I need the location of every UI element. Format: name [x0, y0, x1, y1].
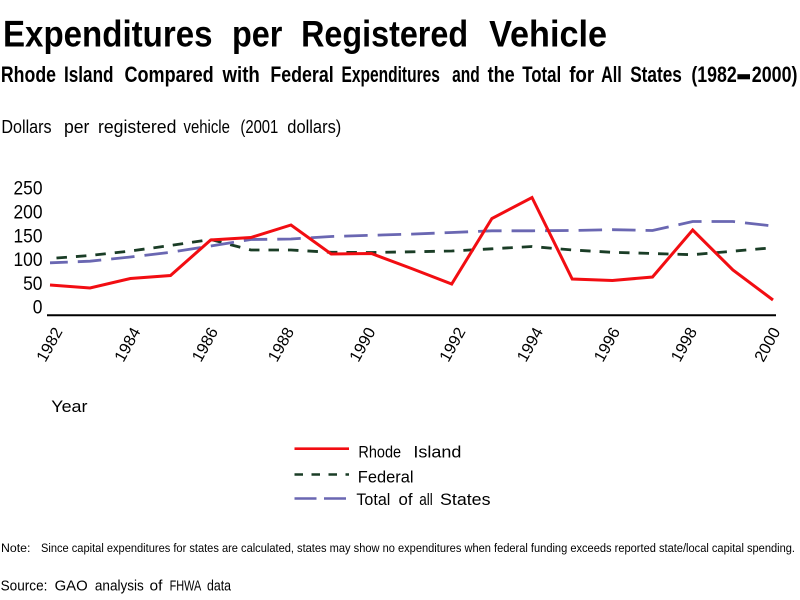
svg-text:States: States — [440, 490, 491, 509]
svg-text:Island: Island — [413, 443, 461, 462]
svg-text:Since capital expenditures for: Since capital expenditures for states ar… — [41, 541, 795, 555]
svg-text:0: 0 — [33, 298, 43, 319]
svg-text:All: All — [601, 62, 622, 87]
svg-text:Dollars: Dollars — [1, 117, 51, 137]
svg-text:dollars): dollars) — [287, 117, 341, 137]
svg-text:GAO: GAO — [55, 578, 88, 595]
svg-text:150: 150 — [14, 226, 43, 247]
svg-text:Expenditures: Expenditures — [342, 62, 440, 87]
svg-text:States: States — [630, 62, 682, 87]
svg-text:registered: registered — [98, 117, 176, 137]
svg-text:50: 50 — [23, 274, 42, 295]
svg-text:250: 250 — [14, 179, 43, 200]
svg-text:Federal: Federal — [270, 62, 333, 87]
svg-text:for: for — [569, 62, 594, 87]
svg-text:Rhode: Rhode — [358, 443, 401, 462]
svg-text:Source:: Source: — [1, 578, 48, 595]
svg-text:Compared: Compared — [125, 62, 214, 87]
svg-text:(1982: (1982 — [691, 62, 736, 87]
svg-text:Vehicle: Vehicle — [489, 14, 607, 55]
svg-text:per: per — [232, 14, 282, 55]
svg-text:Federal: Federal — [358, 468, 414, 487]
svg-text:and: and — [452, 62, 480, 87]
svg-text:analysis: analysis — [95, 578, 144, 595]
svg-text:of: of — [399, 490, 413, 509]
svg-text:Total: Total — [356, 490, 390, 509]
svg-text:per: per — [64, 117, 89, 137]
svg-text:the: the — [488, 62, 515, 87]
svg-text:with: with — [222, 62, 260, 87]
svg-text:data: data — [207, 578, 232, 595]
svg-text:all: all — [419, 490, 433, 509]
svg-text:Total: Total — [522, 62, 561, 87]
svg-text:of: of — [150, 578, 164, 595]
svg-text:Year: Year — [51, 397, 88, 416]
svg-text:200: 200 — [14, 203, 43, 224]
svg-text:Rhode: Rhode — [1, 62, 56, 87]
svg-text:Note:: Note: — [1, 541, 30, 555]
svg-text:FHWA: FHWA — [170, 578, 202, 595]
svg-text:Island: Island — [64, 62, 114, 87]
svg-text:Registered: Registered — [301, 14, 468, 55]
svg-text:Expenditures: Expenditures — [3, 14, 213, 55]
svg-text:100: 100 — [14, 250, 43, 271]
svg-text:2000): 2000) — [752, 62, 798, 87]
svg-text:(2001: (2001 — [240, 117, 278, 137]
svg-text:vehicle: vehicle — [184, 117, 230, 137]
